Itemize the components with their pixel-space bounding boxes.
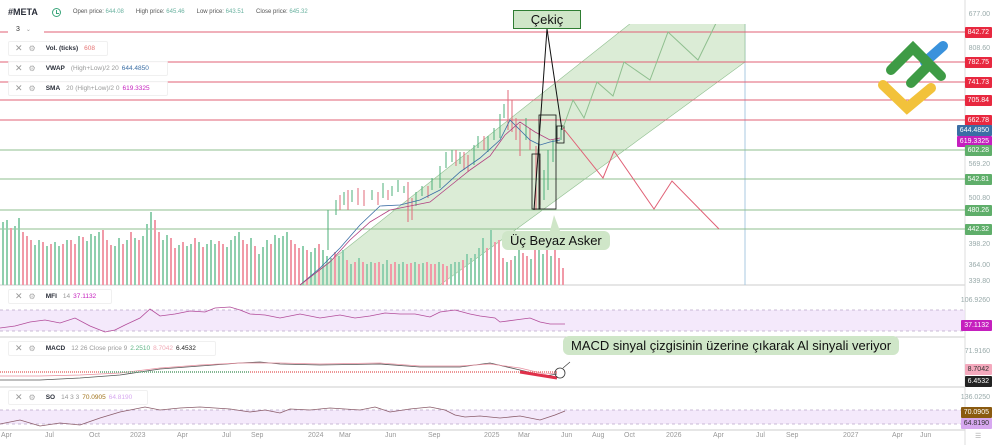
macd-annotation: MACD sinyal çizgisinin üzerine çıkarak A… (563, 336, 900, 355)
sma-line (299, 121, 561, 286)
level-tag: 662.78 (964, 115, 992, 126)
close-icon[interactable]: ✕ (15, 392, 23, 402)
legend-volume: ✕ ⚙ Vol. (ticks) 608 (8, 41, 108, 56)
so-k-line (0, 406, 566, 427)
bullish-scenario (562, 14, 721, 129)
axis-label: 136.0250 (960, 394, 990, 401)
axis-label: 364.00 (968, 262, 990, 269)
open-price: Open price: 644.08 (72, 9, 124, 15)
sma-tag: 619.3325 (956, 136, 992, 147)
close-icon[interactable]: ✕ (15, 83, 23, 93)
axis-label: 677.00 (968, 11, 990, 18)
level-tag: 705.84 (964, 95, 992, 106)
time-label: Aug (592, 432, 605, 439)
macd-tag: 6.4532 (964, 376, 992, 387)
so-tag: 70.0905 (960, 407, 992, 418)
time-label: Jun (920, 432, 932, 439)
time-label: Mar (518, 432, 531, 439)
time-label: Apr (713, 432, 724, 439)
level-tag: 782.75 (964, 57, 992, 68)
high-price: High price: 645.46 (135, 9, 185, 15)
axis-label: 71.9160 (964, 348, 990, 355)
time-label: Sep (786, 432, 799, 439)
level-tag: 842.72 (964, 27, 992, 38)
bearish-scenario (562, 127, 720, 230)
close-icon[interactable]: ✕ (15, 291, 23, 301)
axis-label: 500.80 (968, 195, 990, 202)
axis-label: 398.20 (968, 241, 990, 248)
legend-macd: ✕ ⚙ MACD 12 26 Close price 9 2.2510 8.7042 6.… (8, 341, 216, 356)
time-label: Sep (428, 432, 441, 439)
axis-label: 808.60 (968, 45, 990, 52)
legend-sma: ✕ ⚙ SMA 20 (High+Low)/2 0 619.3325 (8, 81, 168, 96)
time-label: Jul (222, 432, 231, 439)
time-label: 2023 (130, 432, 146, 439)
gear-icon[interactable]: ⚙ (28, 393, 36, 402)
gear-icon[interactable]: ⚙ (28, 344, 36, 353)
vwap-tag: 644.4850 (956, 125, 992, 136)
time-label: Sep (251, 432, 264, 439)
vwap-line (299, 119, 561, 286)
time-label: 2024 (308, 432, 324, 439)
chevron-down-icon: ⌄ (25, 26, 31, 33)
time-label: Mar (339, 432, 352, 439)
gear-icon[interactable]: ⚙ (28, 84, 36, 93)
axis-settings-icon[interactable]: ☰ (975, 433, 982, 440)
legend-vwap: ✕ ⚙ VWAP (High+Low)/2 20 644.4850 (8, 61, 168, 76)
indicator-count-dropdown[interactable]: 3 ⌄ (8, 22, 44, 36)
time-label: Apr (892, 432, 903, 439)
hammer-annotation: Çekiç (513, 10, 581, 29)
level-tag: 741.73 (964, 77, 992, 88)
volume-bars (2, 212, 564, 285)
time-label: 2027 (843, 432, 859, 439)
macd-signal (0, 362, 558, 377)
time-label: 2025 (484, 432, 500, 439)
close-icon[interactable]: ✕ (15, 63, 23, 73)
legend-so: ✕ ⚙ SO 14 3 3 70.0905 64.8190 (8, 390, 148, 405)
axis-label: 339.80 (968, 278, 990, 285)
so-tag: 64.8190 (960, 418, 992, 429)
brand-logo-icon (878, 40, 948, 115)
three-white-soldiers-annotation: Üç Beyaz Asker (502, 231, 610, 250)
time-label: Jul (45, 432, 54, 439)
time-label: Oct (89, 432, 100, 439)
mfi-tag: 37.1132 (961, 320, 992, 331)
time-label: Apr (177, 432, 188, 439)
time-label: 2026 (666, 432, 682, 439)
uptrend-channel (299, 0, 746, 286)
legend-mfi: ✕ ⚙ MFI 14 37.1132 (8, 289, 112, 304)
low-price: Low price: 643.51 (196, 9, 245, 15)
close-icon[interactable]: ✕ (15, 43, 23, 53)
gear-icon[interactable]: ⚙ (28, 64, 36, 73)
close-icon[interactable]: ✕ (15, 343, 23, 353)
mfi-line (0, 306, 565, 333)
chart-header: #META Open price: 644.08 High price: 645… (0, 0, 940, 24)
symbol-title: #META (8, 7, 38, 17)
macd-tag: 8.7042 (964, 364, 992, 375)
level-tag: 602.28 (964, 145, 992, 156)
axis-label: 569.20 (968, 161, 990, 168)
level-tag: 542.81 (964, 174, 992, 185)
time-label: Apr (1, 432, 12, 439)
axis-label: 106.9260 (960, 297, 990, 304)
level-tag: 480.26 (964, 205, 992, 216)
macd-line (0, 361, 558, 381)
gear-icon[interactable]: ⚙ (28, 44, 36, 53)
close-price: Close price: 645.32 (256, 9, 308, 15)
level-tag: 442.32 (964, 224, 992, 235)
clock-icon[interactable] (51, 7, 61, 17)
time-label: Jul (756, 432, 765, 439)
time-label: Jun (561, 432, 573, 439)
time-label: Oct (624, 432, 635, 439)
time-label: Jun (385, 432, 397, 439)
gear-icon[interactable]: ⚙ (28, 292, 36, 301)
